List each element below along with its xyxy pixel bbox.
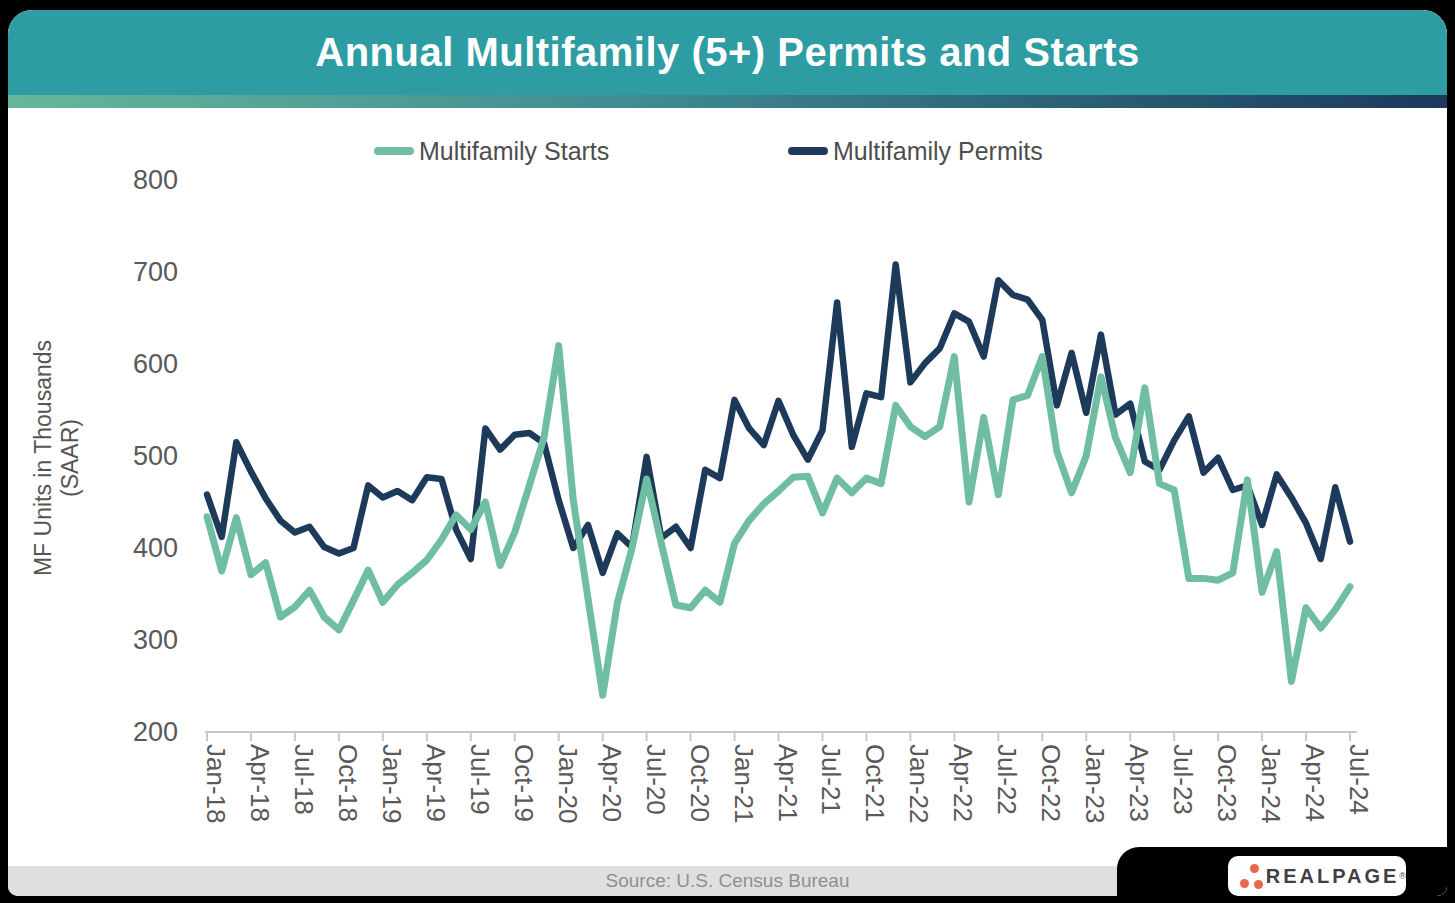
x-tick-label: Jul-18 (289, 744, 319, 815)
x-tick-label: Jul-20 (641, 744, 671, 815)
x-tick-label: Jul-23 (1168, 744, 1198, 815)
y-tick-label: 700 (133, 257, 178, 287)
x-tick-label: Jan-18 (201, 744, 231, 824)
permits-swatch-icon (788, 147, 828, 155)
page: { "header": { "title": "Annual Multifami… (0, 0, 1455, 903)
legend-label: Multifamily Permits (833, 137, 1043, 166)
x-tick-label: Jul-24 (1344, 744, 1374, 815)
y-tick-label: 200 (133, 717, 178, 747)
registered-mark: ® (1399, 871, 1406, 881)
x-tick-label: Oct-19 (509, 744, 539, 822)
x-tick-label: Apr-18 (245, 744, 275, 822)
x-tick-label: Jul-21 (816, 744, 846, 815)
x-tick-label: Oct-21 (860, 744, 890, 822)
x-tick-label: Jul-19 (465, 744, 495, 815)
y-axis-title: MF Units in Thousands (SAAR) (30, 308, 86, 608)
realpage-logo-text: REALPAGE (1266, 865, 1400, 888)
y-tick-label: 800 (133, 165, 178, 195)
x-tick-label: Apr-22 (948, 744, 978, 822)
chart-card: Annual Multifamily (5+) Permits and Star… (8, 10, 1447, 896)
starts-line (207, 346, 1350, 696)
x-tick-label: Oct-20 (685, 744, 715, 822)
x-tick-label: Apr-23 (1124, 744, 1154, 822)
y-tick-label: 500 (133, 441, 178, 471)
x-tick-label: Apr-21 (773, 744, 803, 822)
permits-line (207, 265, 1350, 573)
x-tick-label: Apr-24 (1300, 744, 1330, 822)
realpage-dots-icon (1236, 861, 1266, 891)
x-tick-label: Jan-21 (729, 744, 759, 824)
y-tick-label: 600 (133, 349, 178, 379)
x-tick-label: Jul-22 (992, 744, 1022, 815)
gradient-divider (8, 95, 1447, 108)
x-tick-label: Apr-19 (421, 744, 451, 822)
title-bar: Annual Multifamily (5+) Permits and Star… (8, 10, 1447, 95)
legend: Multifamily Starts Multifamily Permits (8, 134, 1447, 168)
x-tick-label: Oct-22 (1036, 744, 1066, 822)
x-tick-label: Jan-22 (904, 744, 934, 824)
source-text: Source: U.S. Census Bureau (606, 870, 850, 892)
legend-label: Multifamily Starts (419, 137, 609, 166)
legend-item-permits: Multifamily Permits (788, 134, 1043, 168)
y-tick-label: 400 (133, 533, 178, 563)
x-tick-label: Oct-23 (1212, 744, 1242, 822)
y-tick-label: 300 (133, 625, 178, 655)
x-tick-label: Jan-19 (377, 744, 407, 824)
x-tick-label: Jan-24 (1256, 744, 1286, 824)
legend-item-starts: Multifamily Starts (374, 134, 609, 168)
x-tick-label: Apr-20 (597, 744, 627, 822)
x-tick-label: Oct-18 (333, 744, 363, 822)
page-title: Annual Multifamily (5+) Permits and Star… (315, 30, 1140, 75)
starts-swatch-icon (374, 147, 414, 155)
x-tick-label: Jan-20 (553, 744, 583, 824)
x-tick-label: Jan-23 (1080, 744, 1110, 824)
realpage-logo: REALPAGE ® (1228, 856, 1406, 896)
